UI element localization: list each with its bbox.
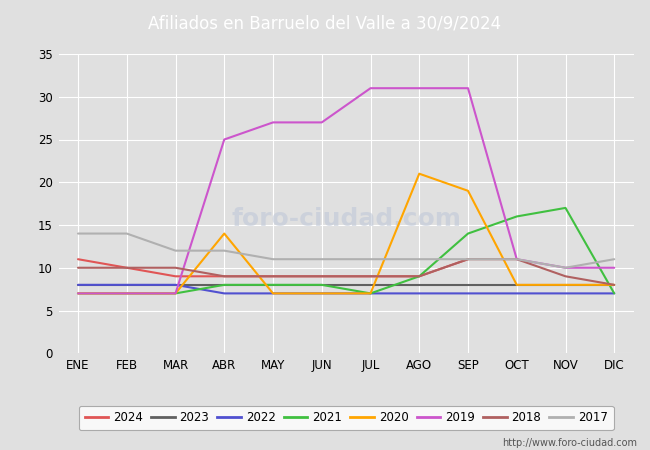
Text: http://www.foro-ciudad.com: http://www.foro-ciudad.com: [502, 438, 637, 448]
Text: foro-ciudad.com: foro-ciudad.com: [231, 207, 461, 230]
Text: Afiliados en Barruelo del Valle a 30/9/2024: Afiliados en Barruelo del Valle a 30/9/2…: [148, 14, 502, 33]
Legend: 2024, 2023, 2022, 2021, 2020, 2019, 2018, 2017: 2024, 2023, 2022, 2021, 2020, 2019, 2018…: [79, 405, 614, 430]
